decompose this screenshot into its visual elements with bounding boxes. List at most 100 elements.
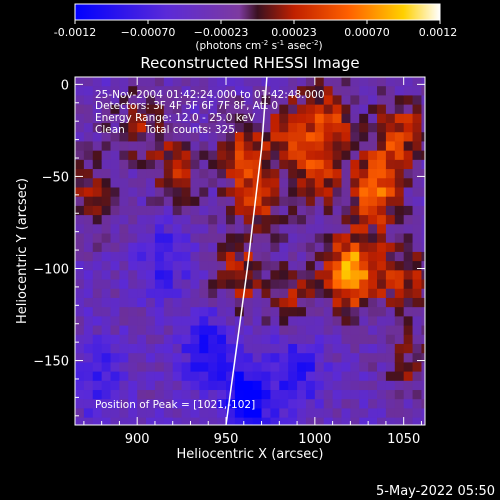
heatmap-cell — [332, 141, 343, 152]
heatmap-cell — [83, 86, 94, 97]
heatmap-cell — [368, 251, 378, 262]
heatmap-cell — [208, 279, 218, 290]
heatmap-cell — [75, 297, 85, 308]
heatmap-cell — [403, 215, 414, 225]
heatmap-cell — [279, 334, 289, 345]
heatmap-cell — [279, 169, 289, 179]
time-range-text: 25-Nov-2004 01:42:24.000 to 01:42:48.000 — [95, 89, 325, 101]
heatmap-cell — [332, 86, 343, 97]
x-tick-label: 1000 — [298, 432, 331, 447]
heatmap-cell — [154, 316, 165, 327]
heatmap-cell — [323, 132, 334, 143]
heatmap-cell — [92, 380, 103, 391]
heatmap-cell — [359, 417, 369, 425]
heatmap-cell — [323, 215, 334, 225]
heatmap-cell — [243, 390, 254, 400]
heatmap-cell — [226, 408, 236, 419]
heatmap-cell — [110, 113, 121, 124]
heatmap-cell — [412, 196, 423, 207]
heatmap-cell — [412, 371, 423, 382]
heatmap-cell — [243, 380, 254, 391]
heatmap-cell — [403, 95, 414, 106]
heatmap-cell — [119, 316, 129, 327]
heatmap-cell — [181, 141, 192, 152]
heatmap-cell — [341, 261, 351, 271]
heatmap-cell — [297, 132, 307, 143]
heatmap-cell — [101, 233, 112, 244]
heatmap-cell — [421, 279, 425, 290]
heatmap-cell — [252, 399, 263, 410]
heatmap-cell — [279, 233, 289, 244]
heatmap-cell — [243, 362, 254, 373]
heatmap-cell — [234, 251, 245, 262]
heatmap-cell — [421, 270, 425, 281]
heatmap-cell — [385, 325, 396, 336]
heatmap-cell — [288, 233, 298, 244]
heatmap-cell — [137, 251, 147, 262]
heatmap-cell — [350, 132, 360, 143]
heatmap-cell — [341, 95, 351, 106]
heatmap-cell — [261, 316, 272, 327]
heatmap-cell — [403, 261, 414, 271]
heatmap-cell — [75, 371, 85, 382]
heatmap-cell — [412, 123, 423, 133]
heatmap-cell — [252, 224, 263, 235]
heatmap-cell — [394, 196, 405, 207]
heatmap-cell — [243, 343, 254, 354]
heatmap-cell — [146, 251, 156, 262]
heatmap-cell — [412, 288, 423, 299]
heatmap-cell — [305, 297, 316, 308]
heatmap-cell — [92, 251, 103, 262]
heatmap-cell — [146, 215, 156, 225]
heatmap-cell — [234, 288, 245, 299]
heatmap-cell — [270, 399, 280, 410]
heatmap-cell — [385, 178, 396, 189]
heatmap-cell — [403, 288, 414, 299]
heatmap-cell — [297, 380, 307, 391]
heatmap-cell — [181, 297, 192, 308]
heatmap-cell — [288, 261, 298, 271]
heatmap-cell — [332, 77, 343, 87]
heatmap-cell — [146, 288, 156, 299]
heatmap-cell — [288, 334, 298, 345]
heatmap-cell — [314, 233, 325, 244]
heatmap-cell — [297, 251, 307, 262]
heatmap-cell — [394, 187, 405, 198]
heatmap-cell — [332, 242, 343, 253]
heatmap-cell — [199, 325, 209, 336]
heatmap-cell — [297, 224, 307, 235]
heatmap-cell — [394, 178, 405, 189]
heatmap-cell — [154, 205, 165, 216]
heatmap-cell — [181, 95, 192, 106]
heatmap-cell — [83, 307, 94, 317]
heatmap-cell — [128, 307, 138, 317]
colorbar-gradient — [74, 3, 441, 21]
heatmap-cell — [288, 196, 298, 207]
heatmap-cell — [154, 141, 165, 152]
heatmap-cell — [368, 288, 378, 299]
heatmap-cell — [190, 417, 200, 425]
heatmap-cell — [137, 113, 147, 124]
heatmap-cell — [199, 113, 209, 124]
heatmap-cell — [163, 371, 174, 382]
heatmap-cell — [101, 316, 112, 327]
heatmap-cell — [270, 270, 280, 281]
heatmap-cell — [119, 196, 129, 207]
heatmap-cell — [314, 159, 325, 170]
heatmap-cell — [385, 288, 396, 299]
heatmap-cell — [385, 187, 396, 198]
heatmap-cell — [163, 251, 174, 262]
heatmap-cell — [270, 288, 280, 299]
heatmap-cell — [297, 169, 307, 179]
heatmap-cell — [190, 399, 200, 410]
heatmap-cell — [332, 150, 343, 161]
heatmap-cell — [92, 215, 103, 225]
heatmap-cell — [368, 196, 378, 207]
heatmap-cell — [368, 408, 378, 419]
heatmap-cell — [385, 123, 396, 133]
heatmap-cell — [305, 132, 316, 143]
heatmap-cell — [181, 242, 192, 253]
heatmap-cell — [385, 417, 396, 425]
heatmap-cell — [217, 77, 227, 87]
heatmap-cell — [137, 159, 147, 170]
